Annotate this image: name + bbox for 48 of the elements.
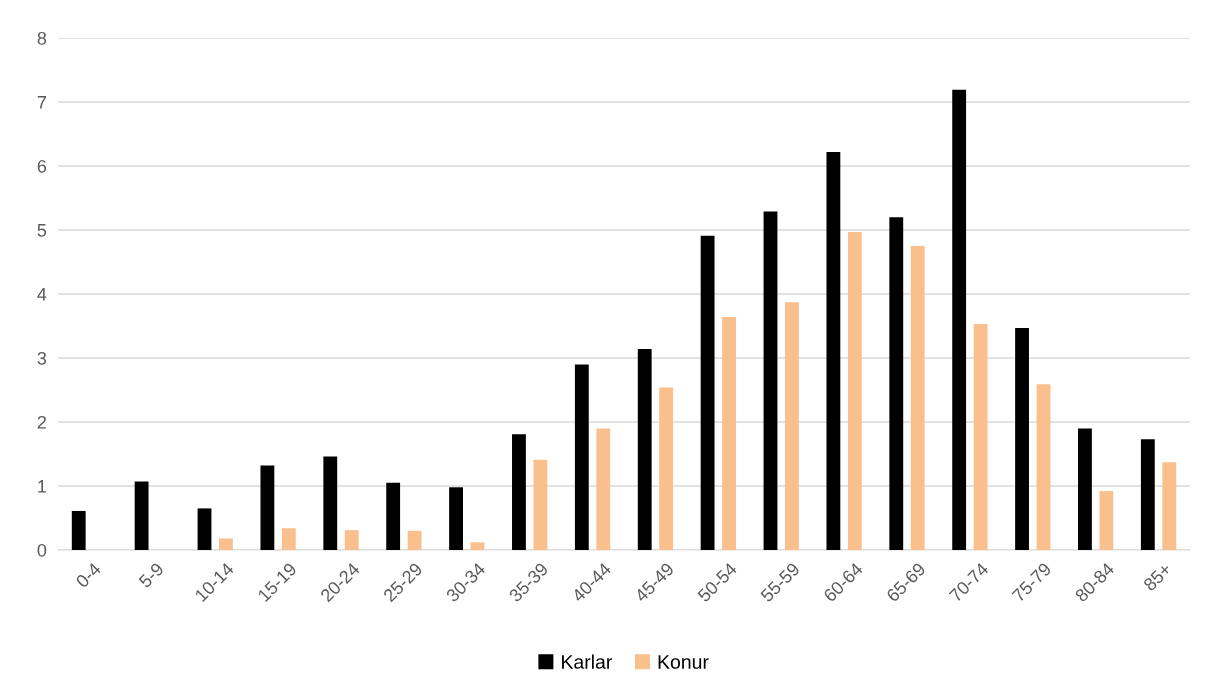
y-tick-label: 2 xyxy=(37,415,46,429)
bar xyxy=(1015,327,1029,550)
bar xyxy=(785,302,799,550)
bar xyxy=(847,231,862,550)
bar xyxy=(470,542,485,550)
bar xyxy=(344,530,359,550)
y-tick-label: 5 xyxy=(37,224,47,237)
y-tick-label: 0 xyxy=(37,543,47,557)
legend-label: Karlar xyxy=(562,654,612,669)
x-tick-label: 85+ xyxy=(1142,562,1173,592)
bar xyxy=(449,487,463,550)
bar xyxy=(763,211,778,550)
bar xyxy=(197,508,212,550)
bar xyxy=(1140,439,1155,550)
bar xyxy=(219,538,233,550)
bar xyxy=(700,235,715,550)
bar xyxy=(533,459,548,550)
bar xyxy=(952,89,967,550)
bar xyxy=(281,528,296,550)
y-tick-label: 3 xyxy=(37,351,47,365)
y-tick-label: 8 xyxy=(37,31,47,45)
bar xyxy=(1036,384,1051,550)
bar xyxy=(722,317,736,550)
bar xyxy=(826,151,841,550)
bar xyxy=(889,217,904,550)
y-tick-label: 1 xyxy=(38,480,47,493)
bar xyxy=(659,387,674,550)
bar xyxy=(637,349,652,550)
bar xyxy=(134,481,149,550)
x-tick-label: 0-4 xyxy=(75,561,102,589)
bar xyxy=(407,530,422,550)
bar xyxy=(260,465,275,550)
bar xyxy=(574,364,589,550)
bar xyxy=(1099,491,1114,550)
bar xyxy=(71,510,86,550)
bar xyxy=(1162,462,1177,550)
legend-label: Konur xyxy=(658,655,709,669)
bar xyxy=(386,482,401,550)
bar xyxy=(973,324,988,550)
bar xyxy=(323,456,338,550)
bar xyxy=(1078,428,1092,550)
bar xyxy=(596,428,611,550)
y-tick-label: 7 xyxy=(37,96,46,109)
bar xyxy=(910,246,925,550)
bar xyxy=(512,434,526,550)
y-tick-label: 4 xyxy=(37,288,47,301)
x-tick-label: 5-9 xyxy=(138,562,165,589)
y-tick-label: 6 xyxy=(37,159,47,173)
